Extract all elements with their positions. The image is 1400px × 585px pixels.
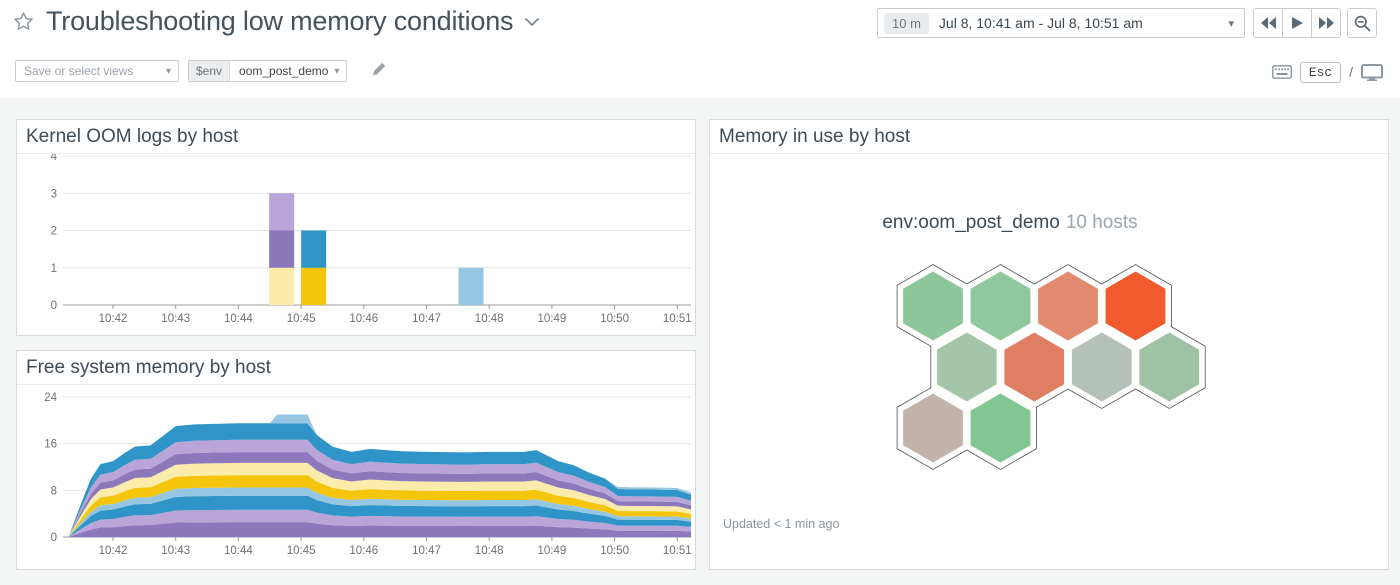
hexagon-host[interactable] <box>903 393 963 463</box>
panel-title-oom-logs: Kernel OOM logs by host <box>17 120 695 154</box>
y-axis-tick-label: 0 <box>51 532 57 544</box>
pencil-icon <box>373 62 386 76</box>
hostmap-hexagons[interactable] <box>710 154 1388 534</box>
oom-bar-segment[interactable] <box>269 230 295 268</box>
y-axis-tick-label: 8 <box>51 485 57 497</box>
time-backward-button[interactable] <box>1253 8 1283 38</box>
hexagon-host[interactable] <box>1038 271 1098 341</box>
favorite-star-icon[interactable] <box>12 10 35 33</box>
hexagon-host[interactable] <box>1004 332 1065 402</box>
saved-views-caret-icon: ▾ <box>165 65 171 77</box>
slash-separator: / <box>1349 64 1353 80</box>
play-icon <box>1291 17 1303 29</box>
memory-area-band[interactable] <box>69 452 692 536</box>
y-axis-tick-label: 24 <box>44 392 57 404</box>
oom-bar-segment[interactable] <box>301 230 327 268</box>
page-title: Troubleshooting low memory conditions <box>46 6 514 36</box>
hostmap-host-count: 10 hosts <box>1065 212 1138 233</box>
memory-area-band[interactable] <box>69 487 692 537</box>
y-axis-tick-label: 1 <box>51 263 57 275</box>
x-axis-tick-label: 10:51 <box>663 545 692 557</box>
hexagon-host[interactable] <box>1105 271 1166 341</box>
y-axis-tick-label: 16 <box>44 439 57 451</box>
time-range-text: Jul 8, 10:41 am - Jul 8, 10:51 am <box>938 15 1143 31</box>
oom-bar-chart[interactable]: 0 1 2 3 4 10:42 10:43 10:44 10:45 10:46 10:47 10:48… <box>17 154 695 337</box>
fullscreen-monitor-icon[interactable] <box>1361 63 1383 81</box>
x-axis-tick-label: 10:46 <box>349 313 378 325</box>
free-memory-area-chart[interactable]: 0 8 16 24 10:42 10:43 10:44 10:45 10:46 10:47 10:4… <box>17 385 695 571</box>
y-axis-tick-label: 3 <box>51 188 57 200</box>
time-range-caret-icon[interactable]: ▾ <box>1228 17 1234 30</box>
x-axis-tick-label: 10:48 <box>475 313 504 325</box>
x-axis-tick-label: 10:46 <box>349 545 378 557</box>
hexagon-host[interactable] <box>903 271 963 341</box>
x-axis-tick-label: 10:45 <box>287 545 316 557</box>
x-axis-tick-label: 10:50 <box>600 545 629 557</box>
memory-area-band[interactable] <box>69 475 692 537</box>
x-axis-tick-label: 10:48 <box>475 545 504 557</box>
x-axis-tick-label: 10:51 <box>663 313 692 325</box>
panel-memory-hostmap: Memory in use by host env:oom_post_demo 1… <box>709 119 1389 570</box>
hexagon-host[interactable] <box>970 393 1031 463</box>
oom-bar-segment[interactable] <box>269 267 295 305</box>
x-axis-tick-label: 10:47 <box>412 545 441 557</box>
time-preset-badge[interactable]: 10 m <box>884 12 929 34</box>
keyboard-shortcuts-hint: Esc / <box>1271 60 1383 84</box>
x-axis-tick-label: 10:44 <box>224 545 253 557</box>
template-variable-name: $env <box>189 61 231 81</box>
x-axis-tick-label: 10:47 <box>412 313 441 325</box>
x-axis-tick-label: 10:42 <box>99 545 128 557</box>
time-forward-button[interactable] <box>1311 8 1341 38</box>
memory-area-band[interactable] <box>69 495 692 537</box>
memory-area-band[interactable] <box>69 522 692 537</box>
x-axis-tick-label: 10:43 <box>161 545 190 557</box>
rewind-icon <box>1260 17 1276 29</box>
saved-views-placeholder: Save or select views <box>24 64 134 78</box>
y-axis-tick-label: 0 <box>51 300 57 312</box>
hexagon-host[interactable] <box>970 271 1031 341</box>
hexagon-host[interactable] <box>936 332 997 402</box>
panel-kernel-oom-logs: Kernel OOM logs by host 0 1 2 3 4 10:42 10:43 1… <box>16 119 696 336</box>
x-axis-tick-label: 10:42 <box>99 313 128 325</box>
memory-area-band[interactable] <box>69 423 692 536</box>
memory-area-band[interactable] <box>69 509 692 537</box>
memory-area-band[interactable] <box>69 462 692 537</box>
x-axis-tick-label: 10:43 <box>161 313 190 325</box>
template-variable-caret-icon[interactable]: ▾ <box>334 65 340 77</box>
x-axis-tick-label: 10:45 <box>287 313 316 325</box>
memory-area-band[interactable] <box>69 439 692 536</box>
oom-bar-segment[interactable] <box>269 193 295 231</box>
x-axis-tick-label: 10:50 <box>600 313 629 325</box>
time-play-button[interactable] <box>1282 8 1312 38</box>
oom-bar-segment[interactable] <box>301 267 327 305</box>
hostmap-scope-tag[interactable]: env:oom_post_demo <box>882 212 1060 233</box>
time-navigation <box>1253 8 1341 38</box>
panel-title-free-memory: Free system memory by host <box>17 351 695 385</box>
hexagon-host[interactable] <box>1139 332 1200 402</box>
x-axis-tick-label: 10:49 <box>538 545 567 557</box>
title-chevron-down-icon[interactable] <box>524 17 540 27</box>
y-axis-tick-label: 2 <box>51 226 57 238</box>
template-variable-env[interactable]: $env oom_post_demo ▾ <box>188 60 348 82</box>
saved-views-select[interactable]: Save or select views ▾ <box>15 60 179 82</box>
hostmap-scope-label: env:oom_post_demo 10 hosts <box>710 210 1310 236</box>
fast-forward-icon <box>1318 17 1334 29</box>
zoom-out-button[interactable] <box>1347 8 1377 38</box>
esc-key-badge: Esc <box>1299 61 1342 83</box>
x-axis-tick-label: 10:44 <box>224 313 253 325</box>
oom-bar-segment[interactable] <box>458 267 484 305</box>
keyboard-icon[interactable] <box>1271 65 1292 79</box>
magnifier-minus-icon <box>1354 15 1370 31</box>
panel-free-system-memory: Free system memory by host 0 8 16 24 10:42 10… <box>16 350 696 570</box>
edit-template-variables-button[interactable] <box>371 61 387 82</box>
template-variable-value[interactable]: oom_post_demo <box>239 64 329 78</box>
time-range-selector[interactable]: 10 m Jul 8, 10:41 am - Jul 8, 10:51 am ▾ <box>877 8 1245 38</box>
hexagon-host[interactable] <box>1071 332 1132 402</box>
hostmap-updated-status: Updated < 1 min ago <box>723 517 840 531</box>
dashboard-header: Troubleshooting low memory conditions <box>12 6 540 37</box>
y-axis-tick-label: 4 <box>51 154 58 163</box>
x-axis-tick-label: 10:49 <box>538 313 567 325</box>
panel-title-memory-hostmap: Memory in use by host <box>710 120 1388 154</box>
